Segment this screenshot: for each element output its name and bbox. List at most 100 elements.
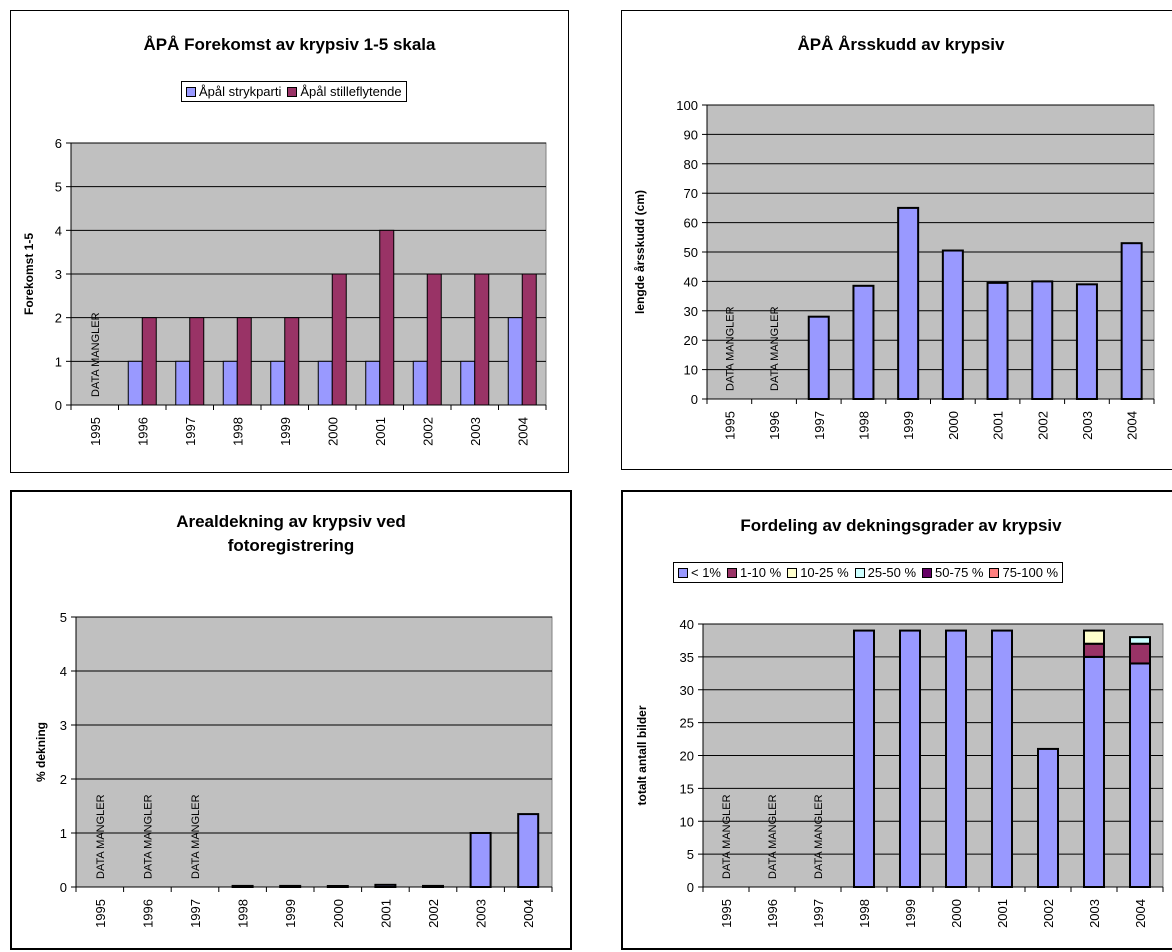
x-tick-label: 1997	[811, 899, 826, 928]
annotation-data-mangler: DATA MANGLER	[813, 794, 825, 879]
x-tick-label: 1997	[183, 417, 198, 446]
y-tick-label: 20	[680, 749, 694, 764]
y-tick-label: 4	[55, 223, 62, 238]
bar	[284, 317, 300, 406]
x-tick-label: 1998	[230, 417, 245, 446]
chart-fordeling: 0 5 10 15 20 25 30 35 40 totalt antall bilder 1995…	[635, 617, 1164, 928]
chart-forekomst: 0 1 2 3 4 5 6 Forekomst 1-5 1995 1996 1997 1998 1999…	[22, 136, 547, 446]
y-tick-label: 30	[684, 304, 698, 319]
chart-panel-fordeling: Fordeling av dekningsgrader av krypsiv <…	[621, 490, 1172, 950]
bar	[426, 273, 442, 406]
legend-item: 25-50 %	[854, 565, 917, 580]
x-tick-label: 1996	[765, 899, 780, 928]
bar	[1031, 280, 1054, 400]
chart-title: ÅPÅ Forekomst av krypsiv 1-5 skala	[143, 35, 436, 54]
y-tick-label: 25	[680, 716, 694, 731]
x-tick-label: 1998	[856, 411, 871, 440]
legend-swatch	[727, 567, 737, 578]
bar	[1083, 655, 1105, 888]
legend-label: 75-100 %	[1002, 565, 1059, 580]
y-tick-label: 35	[680, 650, 694, 665]
x-tick-label: 1995	[93, 899, 108, 928]
annotation-data-mangler: DATA MANGLER	[90, 312, 102, 397]
bar	[189, 317, 205, 406]
x-tick-label: 1996	[135, 417, 150, 446]
x-tick-label: 2003	[1080, 411, 1095, 440]
legend-swatch	[989, 567, 1000, 578]
bar	[222, 360, 238, 406]
legend-swatch	[287, 86, 298, 97]
y-tick-label: 20	[684, 333, 698, 348]
y-tick-label: 100	[676, 98, 698, 113]
bar	[899, 629, 921, 888]
x-tick-label: 1998	[857, 899, 872, 928]
x-tick-label: 1997	[188, 899, 203, 928]
y-tick-label: 0	[60, 880, 67, 895]
legend-item: 1-10 %	[727, 565, 781, 580]
bar	[1129, 642, 1151, 665]
bar	[517, 813, 540, 889]
legend-swatch	[854, 567, 865, 578]
bar	[236, 317, 252, 406]
bar	[317, 360, 333, 406]
chart-title-line-2: fotoregistrering	[227, 536, 355, 555]
chart-panel-arealdekning: Arealdekning av krypsiv ved fotoregistre…	[10, 490, 572, 950]
y-tick-label: 50	[684, 245, 698, 260]
bar	[852, 284, 875, 400]
legend-label: < 1%	[691, 565, 721, 580]
x-tick-label: 2001	[995, 899, 1010, 928]
legend-item: 10-25 %	[787, 565, 849, 580]
annotation-data-mangler: DATA MANGLER	[724, 306, 736, 391]
x-tick-label: 2004	[1125, 411, 1140, 440]
legend-label: Åpål stilleflytende	[300, 84, 402, 99]
legend-item: < 1%	[678, 565, 721, 580]
bar	[521, 273, 537, 406]
y-tick-label: 1	[55, 354, 62, 369]
x-tick-label: 1999	[283, 899, 298, 928]
y-tick-label: 2	[60, 772, 67, 787]
chart-legend: < 1% 1-10 % 10-25 % 25-50 % 50-75 % 75-100 %	[673, 562, 1064, 583]
legend-item: 50-75 %	[922, 565, 983, 580]
x-tick-label: 1999	[901, 411, 916, 440]
bar	[326, 885, 349, 888]
x-tick-label: 2004	[515, 417, 530, 446]
bar	[897, 206, 920, 400]
x-tick-label: 1995	[88, 417, 103, 446]
y-tick-label: 3	[60, 718, 67, 733]
y-tick-label: 0	[55, 398, 62, 413]
chart-panel-forekomst: ÅPÅ Forekomst av krypsiv 1-5 skala Åpål …	[10, 10, 569, 473]
bar	[853, 629, 875, 888]
legend-label: 50-75 %	[935, 565, 984, 580]
x-tick-label: 1995	[722, 411, 737, 440]
legend-swatch	[787, 567, 798, 578]
annotation-data-mangler: DATA MANGLER	[95, 794, 107, 879]
x-tick-label: 2004	[1133, 899, 1148, 928]
y-tick-label: 0	[687, 880, 694, 895]
x-tick-label: 2001	[991, 411, 1006, 440]
bar	[1083, 642, 1105, 658]
y-tick-label: 90	[684, 127, 698, 142]
bar	[412, 360, 428, 406]
bar	[941, 249, 964, 400]
legend-item: 75-100 %	[989, 565, 1058, 580]
bar	[331, 273, 347, 406]
y-tick-label: 1	[60, 826, 67, 841]
x-tick-label: 2002	[426, 899, 441, 928]
bar	[422, 884, 444, 889]
bar	[365, 360, 381, 406]
legend-label: 25-50 %	[867, 565, 917, 580]
y-tick-label: 4	[60, 664, 67, 679]
bar	[945, 629, 967, 888]
x-tick-label: 1996	[767, 411, 782, 440]
y-tick-label: 80	[684, 157, 698, 172]
x-tick-label: 1997	[812, 411, 827, 440]
x-tick-label: 2001	[378, 899, 393, 928]
x-tick-label: 1996	[140, 899, 155, 928]
bar	[231, 884, 254, 889]
x-tick-label: 1999	[278, 417, 293, 446]
chart-title-line-1: Arealdekning av krypsiv ved	[176, 512, 406, 531]
x-tick-label: 2000	[946, 411, 961, 440]
legend-swatch	[186, 86, 196, 97]
x-tick-label: 2004	[521, 899, 536, 928]
legend-label: 10-25 %	[800, 565, 849, 580]
